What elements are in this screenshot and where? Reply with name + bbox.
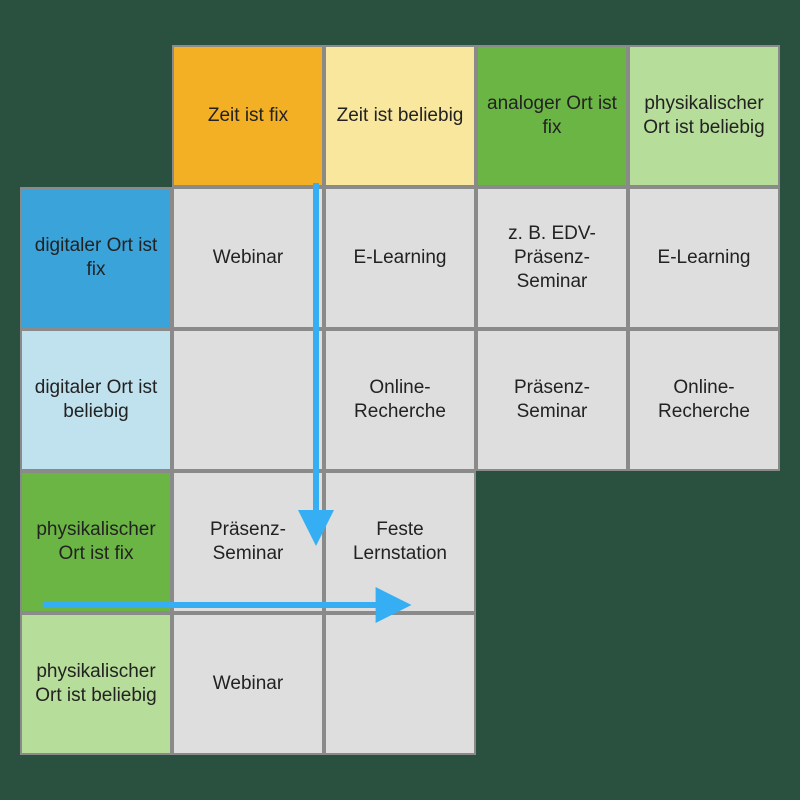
col-header-0: Zeit ist fix [172,45,324,187]
cell-empty-2-3 [628,471,780,613]
row-header-0: digitaler Ort ist fix [20,187,172,329]
col-header-2: analoger Ort ist fix [476,45,628,187]
cell-1-0 [172,329,324,471]
cell-3-0: Webinar [172,613,324,755]
cell-0-2: z. B. EDV-Präsenz-Seminar [476,187,628,329]
row-header-3: physikalischer Ort ist beliebig [20,613,172,755]
cell-1-2: Präsenz-Seminar [476,329,628,471]
cell-empty-2-2 [476,471,628,613]
cell-2-0: Präsenz-Seminar [172,471,324,613]
cell-1-3: Online-Recherche [628,329,780,471]
corner-blank [20,45,172,187]
cell-empty-3-3 [628,613,780,755]
cell-0-3: E-Learning [628,187,780,329]
col-header-1: Zeit ist beliebig [324,45,476,187]
matrix-diagram: Zeit ist fixZeit ist beliebiganaloger Or… [20,45,780,755]
grid: Zeit ist fixZeit ist beliebiganaloger Or… [20,45,780,755]
cell-2-1: Feste Lernstation [324,471,476,613]
cell-0-1: E-Learning [324,187,476,329]
row-header-1: digitaler Ort ist beliebig [20,329,172,471]
cell-3-1 [324,613,476,755]
cell-empty-3-2 [476,613,628,755]
col-header-3: physikalischer Ort ist beliebig [628,45,780,187]
cell-1-1: Online-Recherche [324,329,476,471]
cell-0-0: Webinar [172,187,324,329]
row-header-2: physikalischer Ort ist fix [20,471,172,613]
